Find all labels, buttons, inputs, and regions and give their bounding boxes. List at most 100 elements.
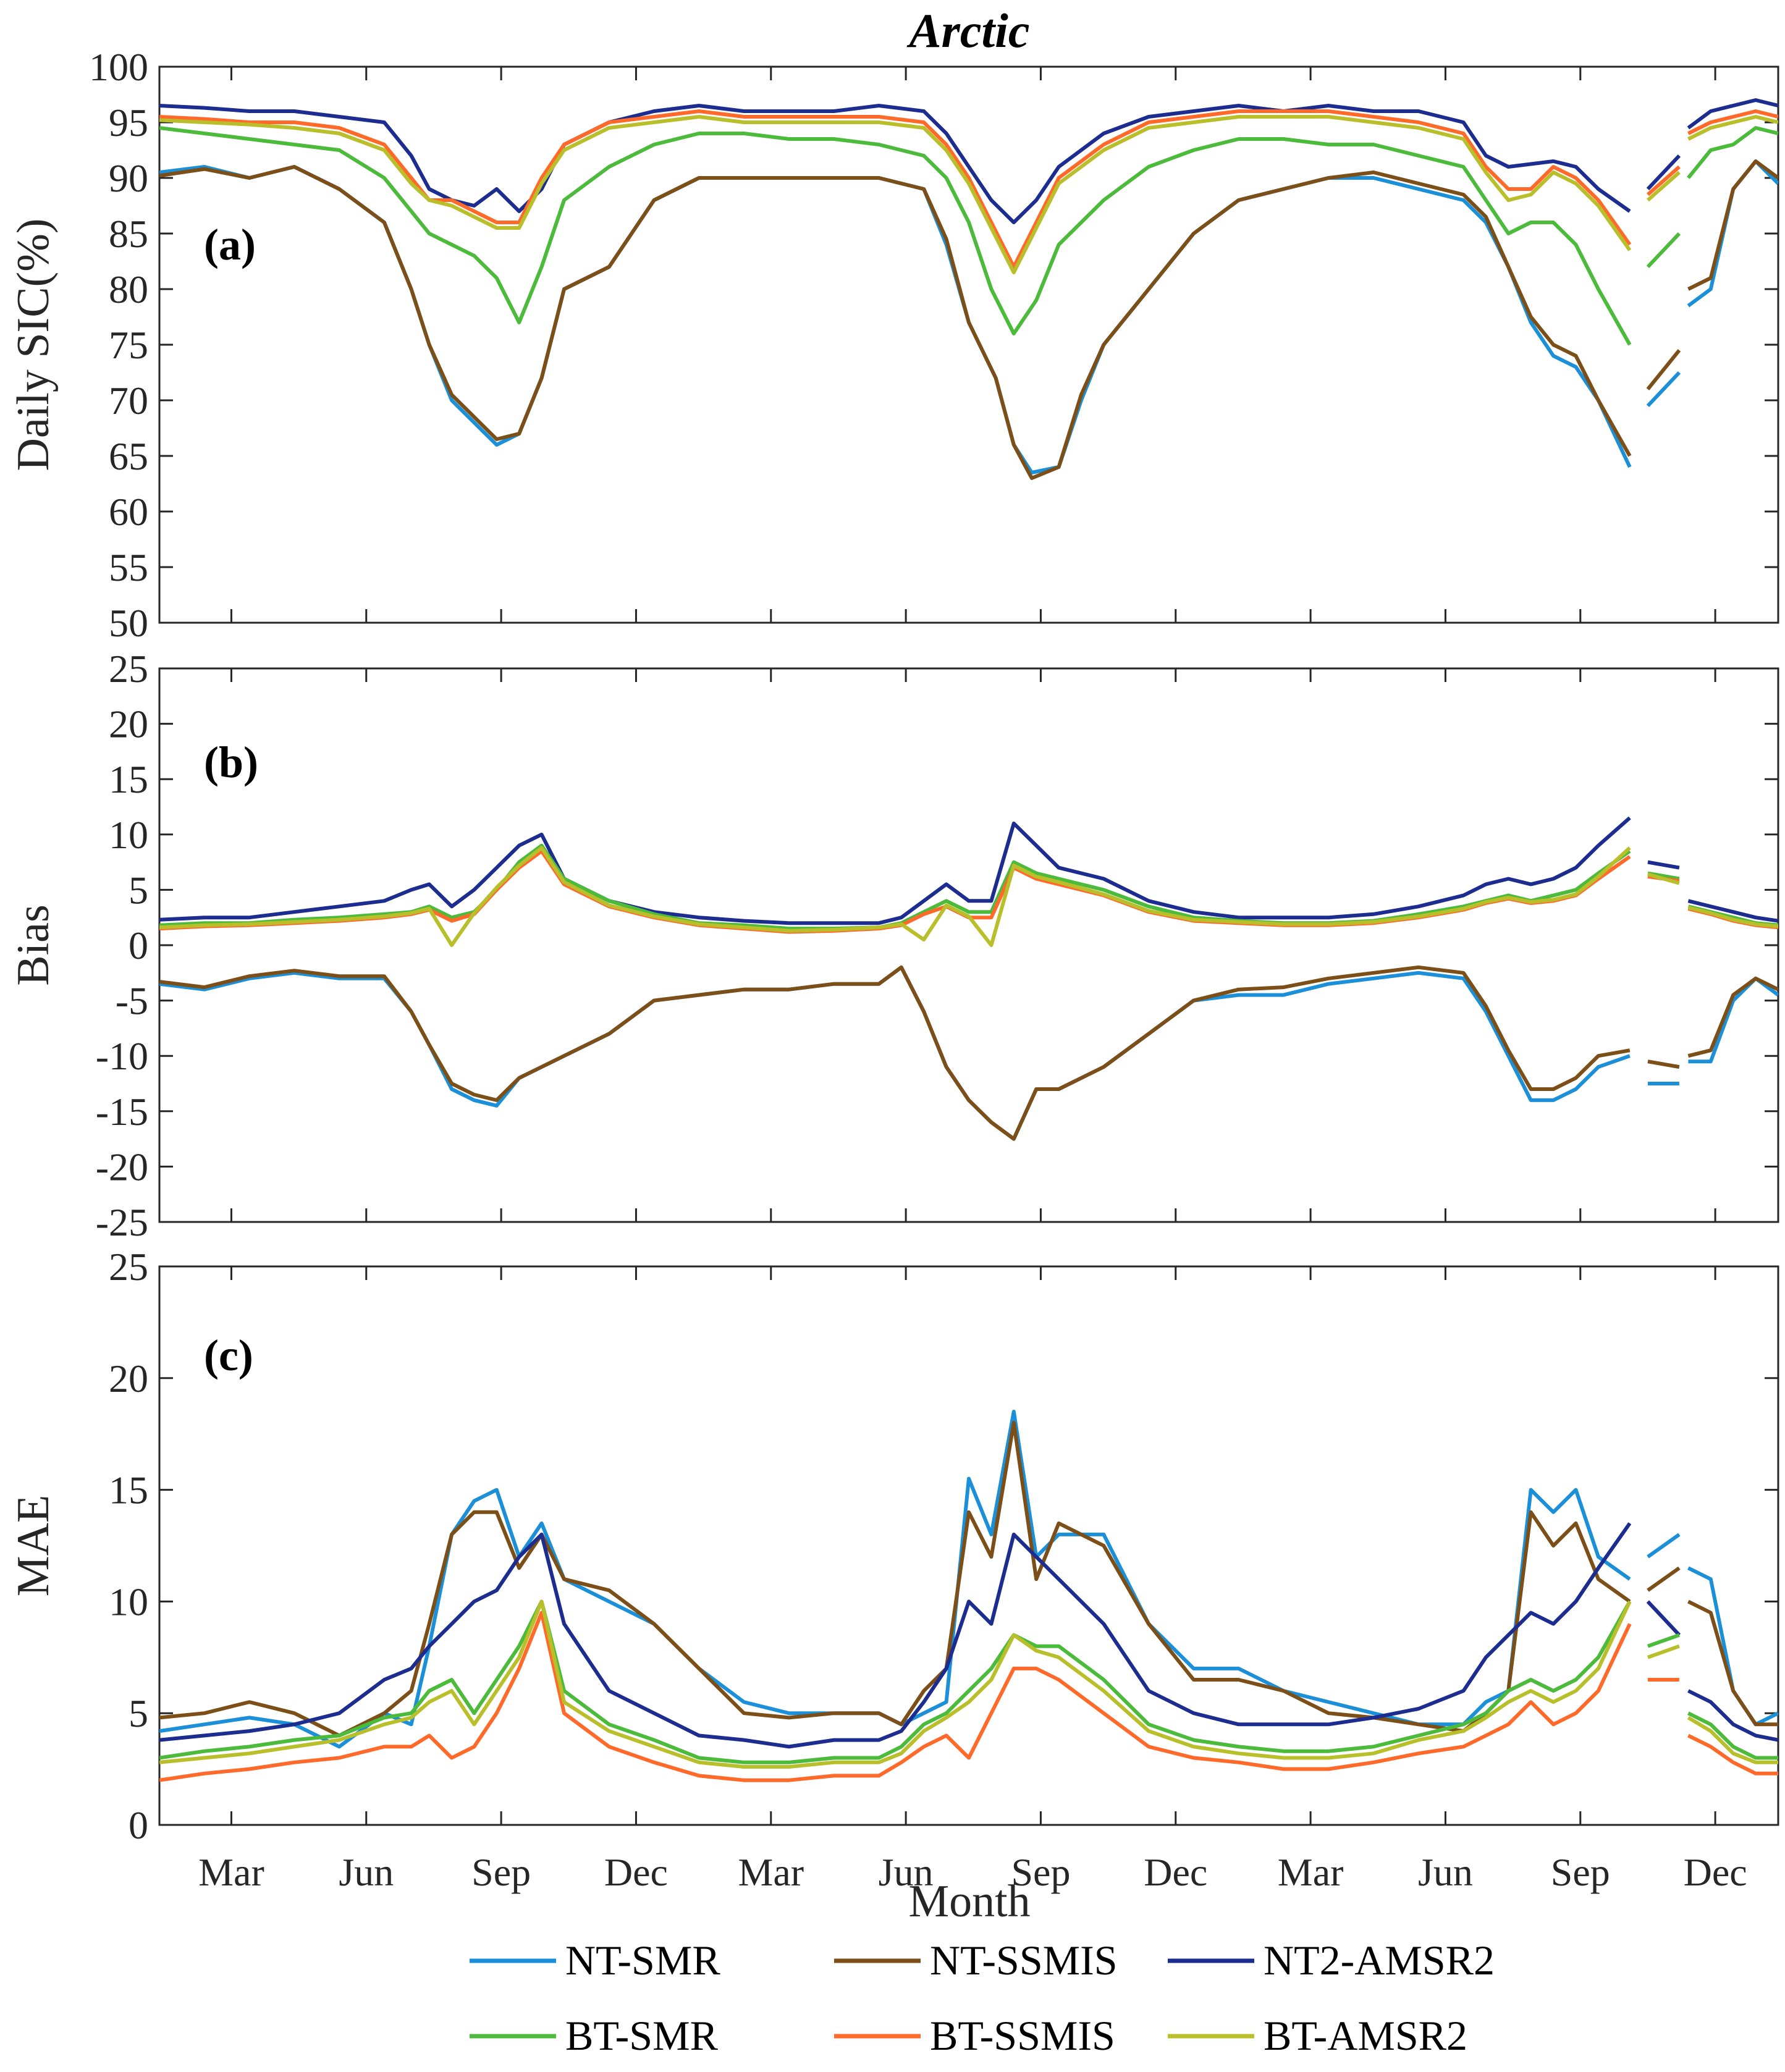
series-segment-nt2-amsr2 xyxy=(1646,1600,1681,1636)
x-axis-label: Month xyxy=(908,1876,1030,1927)
series-line-nt-smr xyxy=(159,1410,1631,1749)
series-line-bt-smr xyxy=(159,126,1632,346)
series-tail-nt2-amsr2 xyxy=(1687,1689,1778,1742)
series-line-nt-ssmis xyxy=(159,165,1632,480)
y-tick-label: -10 xyxy=(96,1034,148,1078)
series-tail-bt-amsr2 xyxy=(1687,1716,1778,1764)
series-line-bt-amsr2 xyxy=(159,115,1632,274)
y-axis-label: Bias xyxy=(8,904,59,986)
y-tick-label: 100 xyxy=(89,45,148,89)
y-tick-label: 10 xyxy=(109,813,148,857)
panel-a-daily-sic: 50 55 60 65 70 75 80 85 90 95 100 (a) Daily SIC(%) xyxy=(8,45,1779,645)
legend-label: NT2-AMSR2 xyxy=(1264,1937,1495,1984)
series-segment-nt-ssmis xyxy=(1647,1566,1681,1592)
y-tick-label: 10 xyxy=(109,1580,148,1623)
panel-label: (a) xyxy=(204,220,256,269)
series-line-nt2-amsr2 xyxy=(159,1522,1632,1749)
x-tick-label: Jun xyxy=(339,1850,394,1894)
series-segment-nt-smr xyxy=(1647,1533,1681,1559)
x-tick-label: Sep xyxy=(1551,1850,1610,1894)
y-tick-label: 85 xyxy=(109,212,148,256)
figure-title: Arctic xyxy=(906,4,1030,57)
series-segment-bt-ssmis xyxy=(1646,165,1681,196)
series-tail-nt2-amsr2 xyxy=(1687,899,1778,923)
axes-frame xyxy=(158,1265,1779,1826)
series-tail-bt-amsr2 xyxy=(1687,906,1778,929)
y-tick-label: -15 xyxy=(96,1090,148,1134)
series-tail-nt2-amsr2 xyxy=(1687,98,1778,130)
y-tick-label: 60 xyxy=(109,490,148,534)
series-line-nt2-amsr2 xyxy=(159,816,1631,925)
y-tick-label: 90 xyxy=(109,156,148,200)
panel-label: (c) xyxy=(204,1331,253,1380)
x-tick-labels: Mar Jun Sep Dec Mar Jun Sep Dec Mar Jun Sep Dec xyxy=(198,1850,1747,1894)
y-tick-label: 5 xyxy=(129,1691,148,1735)
y-tick-label: -20 xyxy=(96,1145,148,1189)
x-tick-label: Mar xyxy=(198,1850,264,1894)
y-axis-label: MAE xyxy=(8,1495,59,1596)
series-tail-bt-smr xyxy=(1687,1711,1778,1760)
x-tick-label: Jun xyxy=(1418,1850,1473,1894)
series-segment-bt-amsr2 xyxy=(1646,171,1681,202)
y-tick-label: 20 xyxy=(109,702,148,746)
series-segment-bt-amsr2 xyxy=(1647,872,1680,885)
legend-label: BT-SMR xyxy=(565,2012,719,2059)
panel-label: (b) xyxy=(204,738,258,787)
series-group xyxy=(159,816,1778,1141)
y-tick-label: 0 xyxy=(129,1803,148,1847)
y-tick-label: -25 xyxy=(96,1200,148,1244)
series-line-nt-ssmis xyxy=(159,965,1631,1141)
legend: NT-SMR NT-SSMIS NT2-AMSR2 BT-SMR BT-SSMIS BT-… xyxy=(470,1937,1495,2059)
series-tail-nt-ssmis xyxy=(1687,976,1778,1058)
y-tick-label: 0 xyxy=(129,924,148,967)
series-group xyxy=(159,1410,1778,1782)
axes-frame xyxy=(158,65,1779,624)
y-tick-label: 15 xyxy=(109,1468,148,1512)
series-tail-bt-smr xyxy=(1687,126,1778,179)
legend-label: BT-AMSR2 xyxy=(1264,2012,1467,2059)
series-tail-bt-ssmis xyxy=(1687,109,1778,135)
series-line-bt-amsr2 xyxy=(159,1599,1632,1769)
legend-label: NT-SMR xyxy=(565,1937,720,1984)
series-line-bt-smr xyxy=(159,843,1631,931)
panel-c-mae: 0 5 10 15 20 25 (c) MAE xyxy=(8,1245,1779,1847)
series-segment-nt2-amsr2 xyxy=(1647,860,1680,870)
panel-b-bias: -25 -20 -15 -10 -5 0 5 10 15 20 25 (b) Bias xyxy=(8,647,1779,1244)
x-tick-label: Dec xyxy=(1144,1850,1207,1894)
y-tick-label: -5 xyxy=(116,979,148,1023)
legend-label: NT-SSMIS xyxy=(930,1937,1118,1984)
axes-frame xyxy=(158,667,1779,1223)
y-tick-label: 55 xyxy=(109,545,148,589)
x-tick-label: Mar xyxy=(1278,1850,1344,1894)
series-segment-bt-smr xyxy=(1647,1633,1680,1648)
y-tick-label: 50 xyxy=(109,601,148,645)
x-tick-label: Sep xyxy=(471,1850,531,1894)
y-tick-label: 65 xyxy=(109,434,148,478)
series-segment-nt-ssmis xyxy=(1647,1059,1680,1069)
y-tick-label: 95 xyxy=(109,101,148,145)
series-tail-bt-amsr2 xyxy=(1687,115,1778,141)
x-tick-label: Dec xyxy=(1684,1850,1747,1894)
x-tick-label: Mar xyxy=(738,1850,804,1894)
series-segment-nt-smr xyxy=(1646,371,1681,408)
series-segment-bt-smr xyxy=(1646,232,1681,269)
series-tail-nt-ssmis xyxy=(1687,159,1778,291)
y-tick-label: 75 xyxy=(109,323,148,367)
y-axis-label: Daily SIC(%) xyxy=(8,219,59,471)
y-tick-label: 70 xyxy=(109,379,148,423)
x-tick-label: Sep xyxy=(1011,1850,1070,1894)
series-line-bt-amsr2 xyxy=(159,846,1631,947)
series-line-bt-smr xyxy=(159,1599,1632,1764)
y-tick-label: 25 xyxy=(109,647,148,691)
y-tick-label: 25 xyxy=(109,1245,148,1289)
series-tail-bt-ssmis xyxy=(1687,1733,1778,1775)
x-tick-label: Jun xyxy=(879,1850,934,1894)
series-group xyxy=(159,98,1778,480)
y-tick-label: 80 xyxy=(109,267,148,311)
series-segment-nt-ssmis xyxy=(1646,349,1681,390)
series-segment-nt2-amsr2 xyxy=(1646,154,1681,191)
series-segment-bt-amsr2 xyxy=(1647,1644,1680,1659)
series-line-bt-ssmis xyxy=(159,1611,1632,1782)
series-tail-nt-ssmis xyxy=(1687,1599,1778,1727)
